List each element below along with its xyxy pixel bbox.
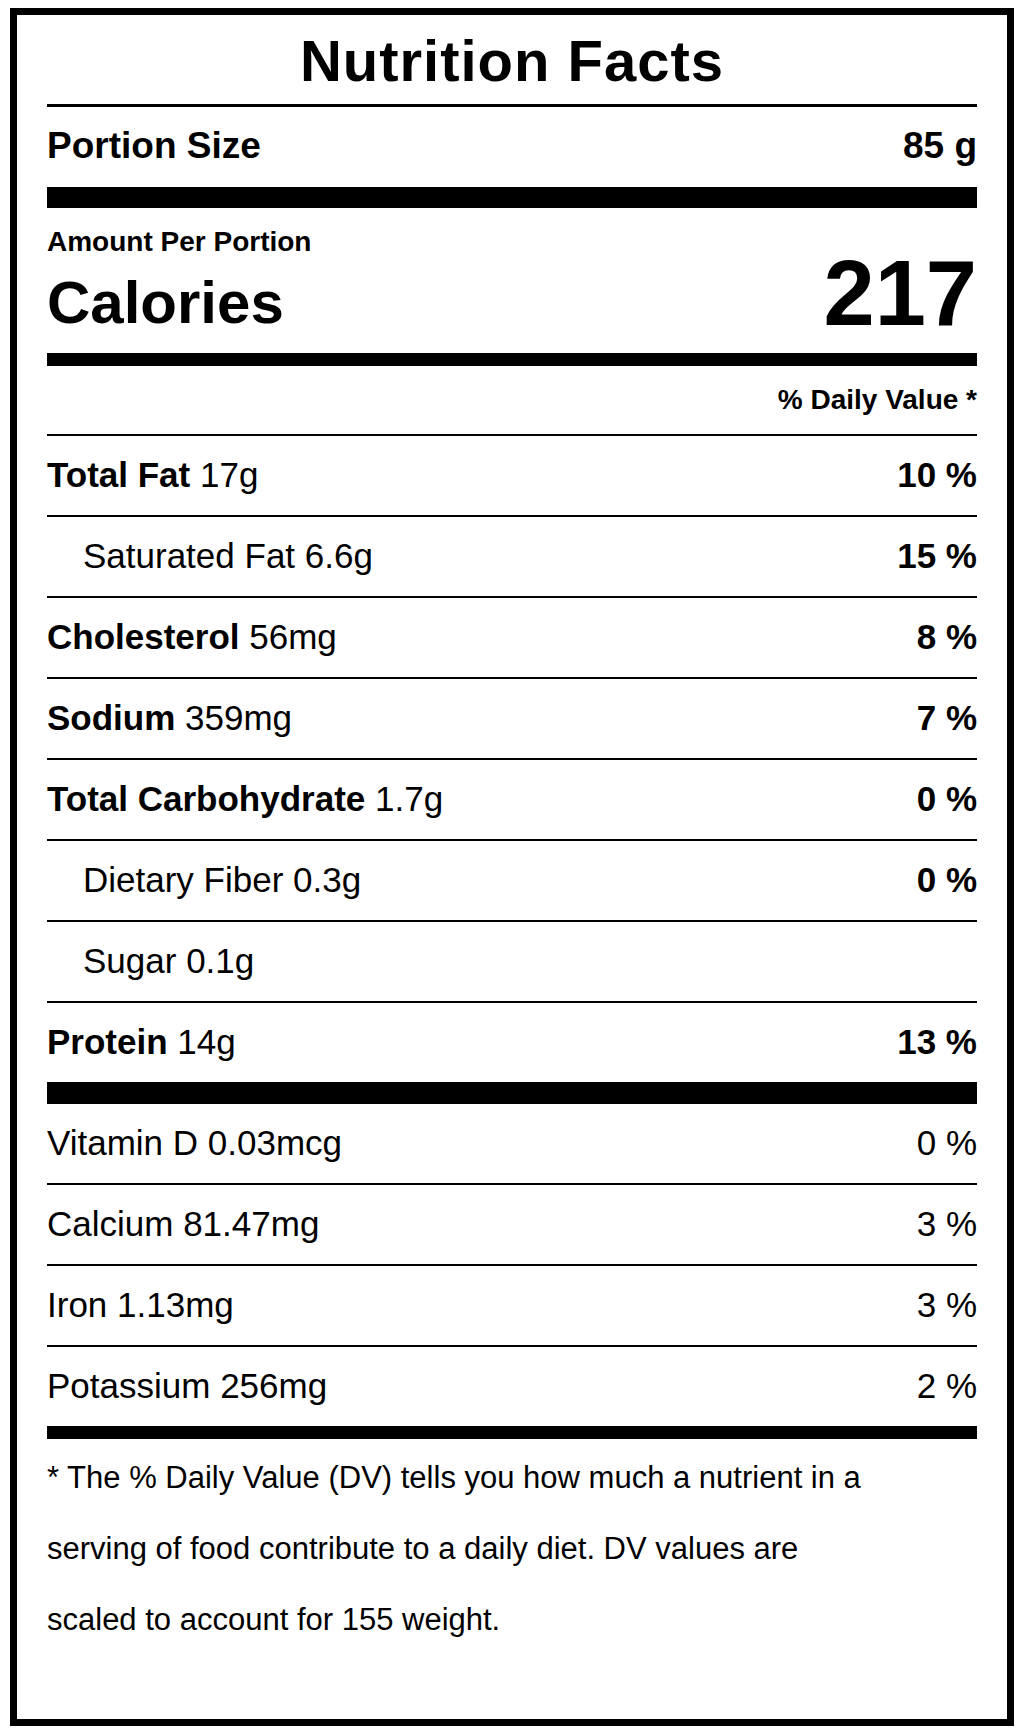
nutrient-name: Potassium (47, 1366, 210, 1405)
nutrient-name: Protein (47, 1022, 168, 1061)
nutrient-name: Saturated Fat (83, 536, 295, 575)
thick-divider-middle (47, 1082, 977, 1102)
nutrient-daily-value: 13 % (897, 1022, 977, 1062)
nutrient-daily-value: 3 % (917, 1204, 977, 1244)
divider-under-calories (47, 353, 977, 366)
nutrient-amount: 256mg (210, 1366, 327, 1405)
nutrient-amount: 81.47mg (173, 1204, 319, 1243)
nutrient-row: Protein 14g 13 % (47, 1001, 977, 1082)
nutrient-row: Saturated Fat 6.6g 15 % (47, 515, 977, 596)
nutrient-daily-value: 7 % (917, 698, 977, 738)
nutrient-amount: 0.1g (176, 941, 254, 980)
nutrient-daily-value: 0 % (917, 1123, 977, 1163)
portion-size-label: Portion Size (47, 125, 261, 167)
nutrient-row: Dietary Fiber 0.3g 0 % (47, 839, 977, 920)
nutrient-rows-micro: Vitamin D 0.03mcg 0 % Calcium 81.47mg 3 … (47, 1102, 977, 1426)
daily-value-header: % Daily Value * (47, 366, 977, 434)
footnote-line: scaled to account for 155 weight. (47, 1601, 977, 1640)
thick-divider-bottom (47, 1426, 977, 1439)
footnote: * The % Daily Value (DV) tells you how m… (47, 1439, 977, 1671)
nutrient-name: Cholesterol (47, 617, 240, 656)
nutrient-daily-value: 2 % (917, 1366, 977, 1406)
thick-divider-top (47, 187, 977, 208)
calories-left: Amount Per Portion Calories (47, 222, 311, 337)
nutrient-daily-value: 8 % (917, 617, 977, 657)
nutrition-label: Nutrition Facts Portion Size 85 g Amount… (10, 8, 1014, 1726)
nutrient-amount: 1.13mg (107, 1285, 233, 1324)
nutrient-name: Sugar (83, 941, 176, 980)
nutrient-row: Cholesterol 56mg 8 % (47, 596, 977, 677)
nutrient-row: Sodium 359mg 7 % (47, 677, 977, 758)
nutrient-daily-value: 0 % (917, 860, 977, 900)
nutrient-row: Potassium 256mg 2 % (47, 1345, 977, 1426)
footnote-line: * The % Daily Value (DV) tells you how m… (47, 1459, 977, 1498)
nutrient-name: Sodium (47, 698, 175, 737)
nutrient-daily-value: 0 % (917, 779, 977, 819)
nutrient-row: Total Carbohydrate 1.7g 0 % (47, 758, 977, 839)
calories-label: Calories (47, 268, 311, 337)
portion-size-row: Portion Size 85 g (47, 107, 977, 187)
nutrient-amount: 6.6g (295, 536, 373, 575)
nutrient-name: Vitamin D (47, 1123, 198, 1162)
portion-size-value: 85 g (903, 125, 977, 167)
nutrient-amount: 0.03mcg (198, 1123, 342, 1162)
nutrient-amount: 14g (168, 1022, 236, 1061)
nutrient-row: Sugar 0.1g (47, 920, 977, 1001)
nutrient-amount: 56mg (240, 617, 337, 656)
nutrient-name: Total Fat (47, 455, 190, 494)
nutrient-row: Vitamin D 0.03mcg 0 % (47, 1102, 977, 1183)
nutrient-amount: 17g (190, 455, 258, 494)
nutrient-amount: 359mg (175, 698, 292, 737)
page: Nutrition Facts Portion Size 85 g Amount… (0, 0, 1024, 1734)
label-title: Nutrition Facts (47, 15, 977, 107)
nutrient-rows-main: Total Fat 17g 10 % Saturated Fat 6.6g 15… (47, 434, 977, 1082)
nutrient-name: Iron (47, 1285, 107, 1324)
nutrient-row: Iron 1.13mg 3 % (47, 1264, 977, 1345)
nutrient-daily-value: 10 % (897, 455, 977, 495)
nutrient-name: Dietary Fiber (83, 860, 283, 899)
nutrient-amount: 0.3g (283, 860, 361, 899)
nutrient-row: Total Fat 17g 10 % (47, 434, 977, 515)
nutrient-amount: 1.7g (365, 779, 443, 818)
nutrient-daily-value: 3 % (917, 1285, 977, 1325)
amount-per-portion-label: Amount Per Portion (47, 222, 311, 268)
nutrient-name: Calcium (47, 1204, 173, 1243)
footnote-line: serving of food contribute to a daily di… (47, 1530, 977, 1569)
calories-value: 217 (824, 250, 978, 337)
nutrient-row: Calcium 81.47mg 3 % (47, 1183, 977, 1264)
nutrient-daily-value: 15 % (897, 536, 977, 576)
calories-block: Amount Per Portion Calories 217 (47, 208, 977, 353)
nutrient-name: Total Carbohydrate (47, 779, 365, 818)
